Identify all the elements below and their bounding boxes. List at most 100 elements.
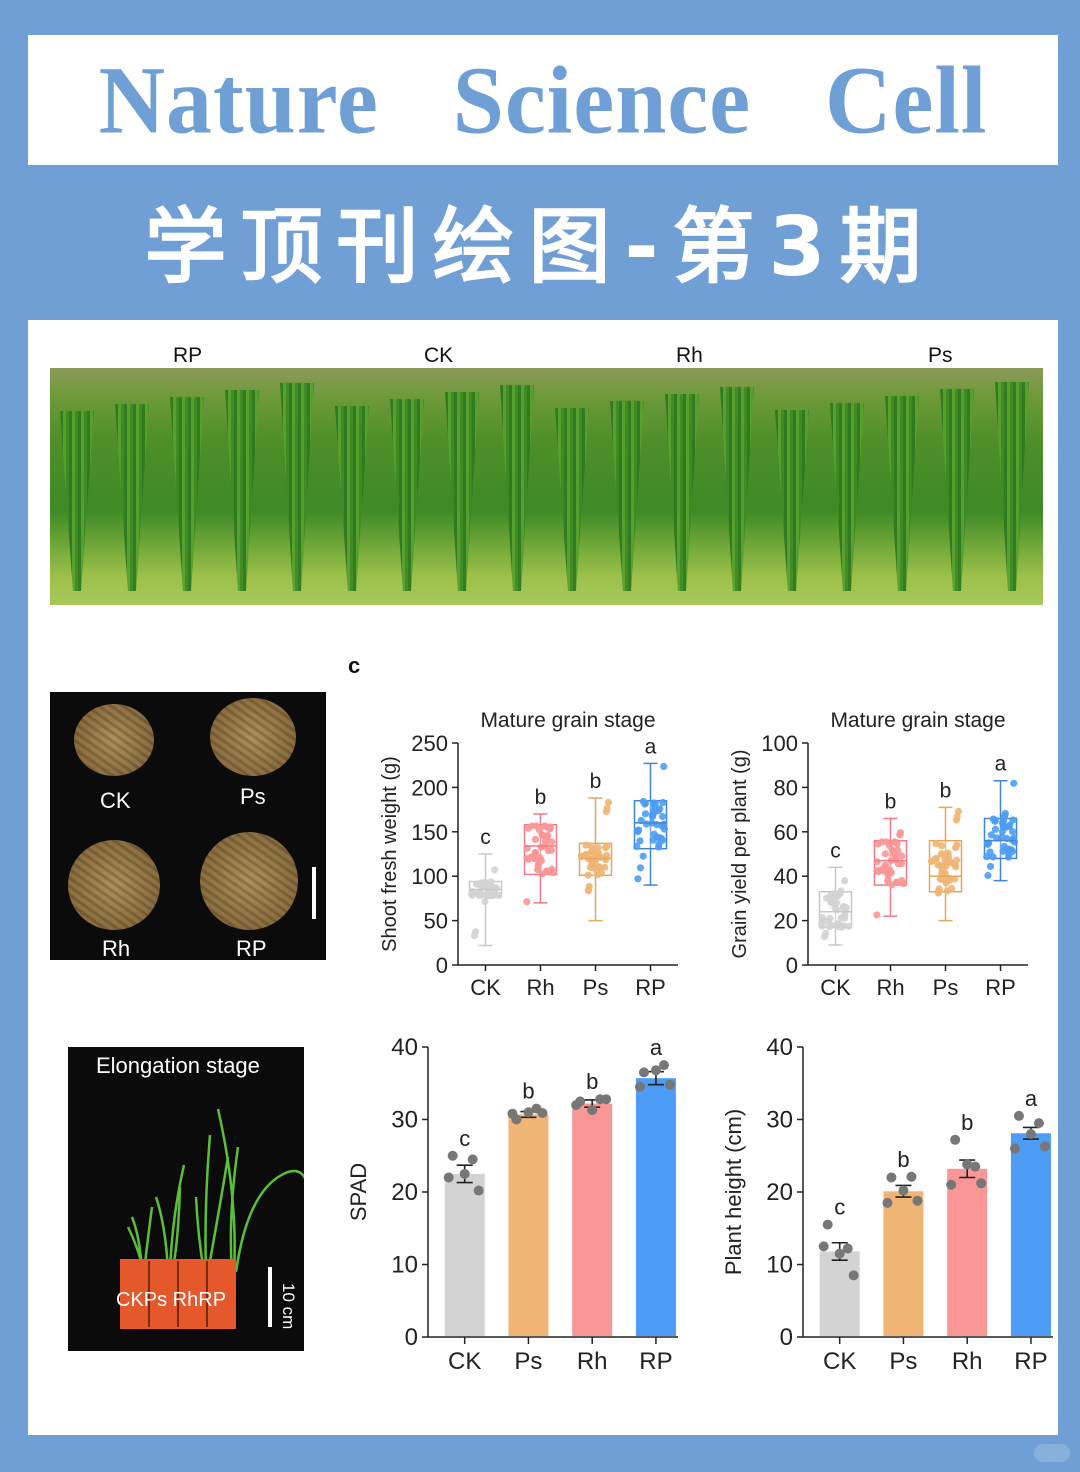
svg-text:100: 100 — [411, 864, 448, 889]
svg-text:Mature grain stage: Mature grain stage — [480, 709, 655, 732]
svg-text:50: 50 — [424, 909, 448, 934]
rice-plant — [775, 410, 809, 591]
svg-text:RP: RP — [985, 975, 1016, 995]
svg-text:RP: RP — [639, 1348, 672, 1375]
svg-text:100: 100 — [761, 731, 798, 756]
svg-text:CK: CK — [448, 1348, 481, 1375]
box-rp — [983, 779, 1019, 882]
svg-text:20: 20 — [766, 1179, 793, 1206]
rice-plant — [225, 390, 259, 591]
svg-text:RP: RP — [635, 975, 666, 995]
svg-text:40: 40 — [766, 1035, 793, 1061]
svg-text:CK: CK — [823, 1348, 856, 1375]
panel-label-c: c — [348, 653, 361, 678]
field-label-rh: Rh — [676, 344, 703, 367]
svg-text:Rh: Rh — [526, 975, 554, 995]
svg-text:200: 200 — [411, 775, 448, 800]
svg-text:Ps: Ps — [583, 975, 609, 995]
svg-text:20: 20 — [774, 909, 798, 934]
bar-rh — [571, 1094, 613, 1336]
svg-text:b: b — [940, 779, 952, 802]
svg-text:c: c — [834, 1195, 845, 1220]
bar-ps — [882, 1171, 924, 1336]
svg-text:Rh: Rh — [577, 1348, 608, 1375]
spad-bar-chart: 0 10 20 30 40 SPAD CK c Ps b Rh b RP a — [346, 1035, 678, 1375]
svg-text:a: a — [650, 1035, 663, 1060]
seed-pile-rp — [200, 832, 298, 930]
box-ck — [468, 853, 503, 947]
svg-text:CK: CK — [820, 975, 851, 995]
seedlings-illustration — [120, 1108, 304, 1329]
svg-text:30: 30 — [391, 1107, 418, 1134]
svg-text:40: 40 — [774, 864, 798, 889]
rice-plant — [390, 399, 424, 591]
watermark-badge — [1034, 1444, 1070, 1462]
seed-photo: CK Ps Rh RP — [50, 692, 326, 961]
rice-plant — [720, 387, 754, 591]
bar-ck — [443, 1150, 485, 1336]
svg-text:Rh: Rh — [952, 1348, 983, 1375]
svg-text:0: 0 — [436, 953, 448, 978]
elongation-photo: Elongation stage CKPs RhRP 10 cm — [68, 1047, 304, 1351]
rice-plant — [500, 385, 534, 591]
svg-text:60: 60 — [774, 820, 798, 845]
shoot-fresh-weight-boxplot: 0 50 100 150 200 250 Shoot fresh weight (g) Mat… — [379, 709, 678, 995]
svg-text:0: 0 — [786, 953, 798, 978]
svg-text:SPAD: SPAD — [346, 1163, 371, 1221]
svg-text:Ps: Ps — [889, 1348, 917, 1375]
bar-rh — [946, 1134, 988, 1336]
box-rh — [873, 817, 908, 919]
svg-text:c: c — [830, 839, 841, 862]
title-english: Nature Science Cell — [98, 46, 988, 154]
plant-height-bar-chart: 0 10 20 30 40 Plant height (cm) CK c Ps b Rh b RP a — [721, 1035, 1053, 1375]
rice-plant — [665, 394, 699, 591]
svg-text:Mature grain stage: Mature grain stage — [830, 709, 1005, 732]
scale-label: 10 cm — [279, 1283, 298, 1330]
rice-plant — [995, 382, 1029, 591]
rice-plant — [115, 404, 149, 591]
elongation-title: Elongation stage — [96, 1053, 260, 1078]
svg-text:a: a — [645, 735, 657, 758]
svg-text:Grain yield per plant (g): Grain yield per plant (g) — [729, 750, 751, 959]
rice-plant — [555, 408, 589, 591]
seed-pile-ps — [210, 698, 296, 776]
box-rp — [633, 762, 669, 886]
svg-text:10: 10 — [766, 1252, 793, 1279]
svg-text:Shoot fresh weight (g): Shoot fresh weight (g) — [379, 756, 401, 952]
seed-label-rp: RP — [236, 936, 267, 961]
svg-text:Rh: Rh — [876, 975, 904, 995]
svg-text:Plant height (cm): Plant height (cm) — [721, 1109, 746, 1275]
field-label-ck: CK — [424, 344, 454, 367]
grain-yield-boxplot: 0 20 40 60 80 100 Grain yield per plant (g) Mat… — [729, 709, 1028, 995]
svg-text:0: 0 — [405, 1324, 418, 1351]
seed-label-ps: Ps — [240, 784, 266, 809]
svg-text:250: 250 — [411, 731, 448, 756]
seed-label-ck: CK — [100, 788, 131, 813]
rice-plant — [830, 403, 864, 591]
bar-ck — [818, 1219, 860, 1336]
title-banner: Nature Science Cell — [28, 35, 1058, 165]
rice-field-photo — [50, 368, 1043, 605]
bar-rp — [634, 1060, 676, 1336]
svg-text:40: 40 — [391, 1035, 418, 1061]
svg-text:RP: RP — [1014, 1348, 1047, 1375]
rice-plant — [335, 406, 369, 591]
svg-text:0: 0 — [780, 1324, 793, 1351]
svg-text:b: b — [522, 1079, 534, 1104]
svg-text:30: 30 — [766, 1107, 793, 1134]
box-ck — [818, 866, 853, 946]
svg-text:10: 10 — [391, 1252, 418, 1279]
box-rh — [523, 813, 558, 906]
bar-ps — [507, 1103, 549, 1336]
box-ps — [577, 797, 613, 922]
svg-text:a: a — [995, 753, 1007, 776]
field-label-rp: RP — [173, 344, 203, 367]
figure-panel: RP CK Rh Ps c CK Ps Rh RP Elongation sta… — [28, 320, 1058, 1435]
field-label-ps: Ps — [928, 344, 953, 367]
rice-plant — [885, 396, 919, 591]
svg-text:80: 80 — [774, 775, 798, 800]
box-ps — [927, 806, 963, 922]
pot-labels: CKPs RhRP — [116, 1289, 227, 1311]
svg-text:b: b — [535, 786, 547, 809]
svg-text:c: c — [459, 1126, 470, 1151]
